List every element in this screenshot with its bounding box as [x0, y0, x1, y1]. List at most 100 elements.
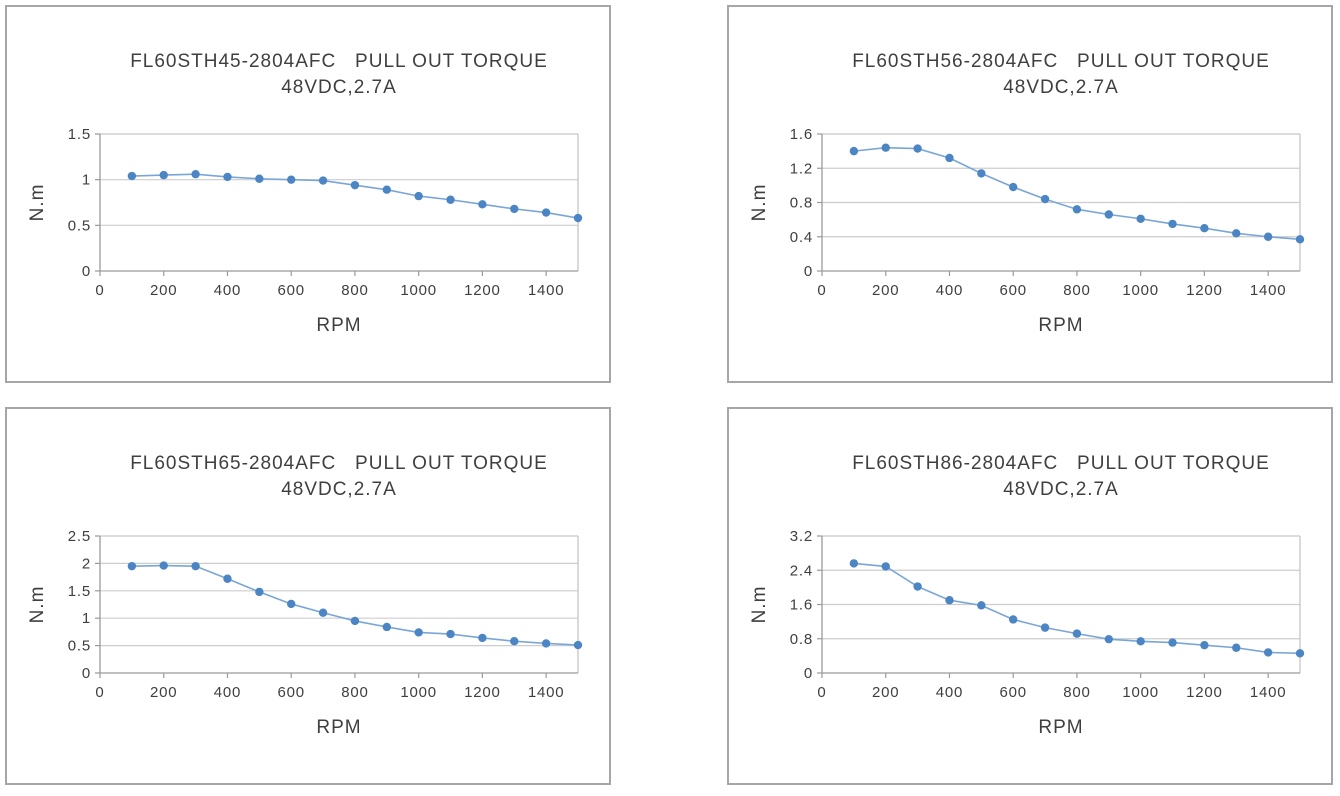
data-point-marker	[1072, 629, 1082, 638]
data-point-marker	[414, 628, 423, 637]
data-point-marker	[318, 608, 328, 617]
data-point-marker	[1263, 648, 1273, 657]
x-tick-label: 0	[817, 282, 826, 299]
y-tick-label: 0.4	[790, 229, 813, 246]
data-point-marker	[127, 171, 137, 181]
data-point-marker	[1040, 623, 1050, 632]
x-tick-label: 1400	[1250, 684, 1287, 701]
data-point-marker	[1263, 232, 1273, 241]
torque-chart-fl60sth65: 0 0.5 1 1.5 2 2.5 0 200 400 600 800 1000 1200 1400 N.m…	[27, 528, 583, 738]
y-tick-label: 2	[82, 555, 91, 572]
x-tick-label: 1200	[464, 684, 501, 701]
x-axis-title: RPM	[316, 315, 361, 336]
y-axis-title: N.m	[27, 184, 48, 222]
y-tick-label: 0	[82, 665, 91, 682]
torque-chart-fl60sth86: 0 0.8 1.6 2.4 3.2 0 200 400 600 800 1000 1200 1400 N.…	[749, 528, 1305, 738]
data-point-marker	[1009, 615, 1018, 624]
y-tick-label: 1.2	[790, 160, 813, 177]
data-point-marker	[510, 637, 519, 646]
data-point-marker	[849, 146, 859, 156]
y-tick-label: 2.5	[68, 528, 91, 545]
data-point-marker	[446, 195, 455, 204]
y-axis-title: N.m	[749, 586, 770, 624]
chart-title-line1: FL60STH45-2804AFC PULL OUT TORQUE	[130, 51, 548, 72]
data-point-marker	[1168, 638, 1177, 647]
data-point-marker	[191, 169, 200, 179]
data-point-marker	[541, 208, 551, 217]
x-tick-label: 1400	[528, 684, 565, 701]
x-axis-title: RPM	[1038, 315, 1083, 336]
data-point-marker	[223, 574, 232, 583]
x-tick-label: 600	[999, 684, 1026, 701]
x-tick-label: 200	[872, 684, 899, 701]
chart-title: FL60STH56-2804AFC PULL OUT TORQUE 48VDC,…	[822, 49, 1300, 101]
y-tick-label: 2.4	[790, 562, 813, 579]
chart-title-line2: 48VDC,2.7A	[281, 77, 397, 98]
chart-title-line1: FL60STH65-2804AFC PULL OUT TORQUE	[130, 453, 548, 474]
data-point-marker	[1104, 210, 1113, 219]
x-tick-label: 800	[1063, 684, 1090, 701]
y-tick-label: 0.8	[790, 195, 813, 212]
y-tick-label: 0.5	[68, 217, 91, 234]
x-tick-label: 600	[277, 684, 304, 701]
data-point-marker	[573, 640, 583, 650]
chart-title: FL60STH45-2804AFC PULL OUT TORQUE 48VDC,…	[100, 49, 578, 101]
data-point-marker	[1136, 637, 1145, 646]
y-tick-label: 0	[804, 665, 813, 682]
data-point-marker	[191, 561, 200, 571]
x-tick-label: 800	[341, 282, 368, 299]
chart-title-line1: FL60STH56-2804AFC PULL OUT TORQUE	[852, 51, 1270, 72]
x-tick-label: 1200	[1186, 282, 1223, 299]
data-point-marker	[478, 200, 487, 209]
x-tick-label: 1200	[1186, 684, 1223, 701]
x-tick-label: 1000	[1122, 282, 1159, 299]
data-point-marker	[1040, 194, 1050, 204]
data-point-marker	[881, 562, 890, 571]
x-tick-label: 0	[95, 684, 104, 701]
x-tick-label: 600	[999, 282, 1026, 299]
y-tick-label: 0	[82, 263, 91, 280]
x-tick-label: 800	[1063, 282, 1090, 299]
data-point-marker	[1136, 214, 1145, 223]
y-tick-label: 1.5	[68, 126, 91, 143]
chart-panel-fl60sth56: FL60STH56-2804AFC PULL OUT TORQUE 48VDC,…	[727, 5, 1333, 383]
x-tick-label: 1000	[400, 282, 437, 299]
data-point-marker	[350, 180, 360, 190]
data-point-marker	[1232, 643, 1241, 652]
x-tick-label: 400	[936, 684, 963, 701]
data-point-marker	[945, 596, 954, 605]
x-axis-title: RPM	[1038, 717, 1083, 738]
data-point-marker	[1232, 229, 1241, 238]
data-point-marker	[1009, 182, 1018, 192]
chart-panel-fl60sth65: FL60STH65-2804AFC PULL OUT TORQUE 48VDC,…	[5, 407, 611, 785]
data-point-marker	[287, 599, 296, 609]
chart-title-line2: 48VDC,2.7A	[281, 479, 397, 500]
chart-panel-fl60sth45: FL60STH45-2804AFC PULL OUT TORQUE 48VDC,…	[5, 5, 611, 383]
y-tick-label: 3.2	[790, 528, 813, 545]
y-tick-label: 0	[804, 263, 813, 280]
y-tick-label: 0.5	[68, 638, 91, 655]
y-axis-title: N.m	[749, 184, 770, 222]
data-point-marker	[510, 204, 519, 214]
x-tick-label: 400	[214, 282, 241, 299]
chart-title-line1: FL60STH86-2804AFC PULL OUT TORQUE	[852, 453, 1270, 474]
y-axis-title: N.m	[27, 586, 48, 624]
data-point-marker	[255, 174, 264, 183]
x-tick-label: 0	[95, 282, 104, 299]
x-axis-title: RPM	[316, 717, 361, 738]
chart-panel-fl60sth86: FL60STH86-2804AFC PULL OUT TORQUE 48VDC,…	[727, 407, 1333, 785]
data-point-marker	[223, 172, 232, 182]
data-point-marker	[414, 191, 423, 201]
x-tick-label: 1000	[1122, 684, 1159, 701]
chart-title-line2: 48VDC,2.7A	[1003, 77, 1119, 98]
data-point-marker	[382, 622, 391, 632]
data-point-marker	[159, 561, 168, 570]
chart-title-line2: 48VDC,2.7A	[1003, 479, 1119, 500]
data-point-marker	[1200, 640, 1209, 650]
data-point-marker	[382, 185, 391, 194]
data-point-marker	[446, 629, 455, 639]
data-point-marker	[1168, 219, 1177, 229]
data-point-marker	[350, 616, 360, 626]
data-point-marker	[945, 153, 954, 163]
data-point-marker	[159, 170, 168, 180]
